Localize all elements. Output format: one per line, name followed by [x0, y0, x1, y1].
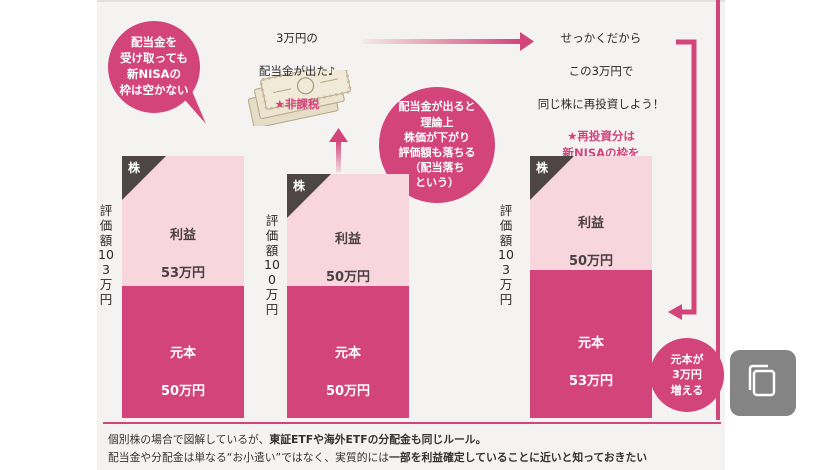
copy-icon — [748, 364, 776, 397]
stock-corner-2 — [287, 174, 331, 218]
footer-line-1-plain: 個別株の場合で図解しているが、 — [108, 433, 270, 446]
principal-text-1: 元本 50万円 — [122, 326, 244, 420]
reinvest-caption-line3: 同じ株に再投資しよう！ — [537, 96, 665, 111]
stock-corner-1 — [122, 156, 166, 200]
principal-text-2: 元本 50万円 — [287, 326, 409, 420]
stock-block-3: 株 利益 50万円 元本 53万円 — [530, 156, 652, 418]
principal-label-2: 元本 — [334, 345, 361, 361]
speech-bubble-shape — [108, 21, 206, 124]
stock-corner-label-3: 株 — [536, 161, 549, 175]
profit-text-2: 利益 50万円 — [287, 212, 409, 306]
valuation-label-1: 評価額103万円 — [98, 203, 114, 307]
stock-corner-label-2: 株 — [293, 179, 306, 193]
reinvest-caption-line1: せっかくだから — [560, 31, 642, 46]
principal-area-1 — [122, 286, 244, 418]
principal-value-3: 53万円 — [568, 373, 614, 389]
profit-label-2: 利益 — [334, 231, 361, 247]
stock-block-1: 株 利益 53万円 元本 50万円 — [122, 156, 244, 418]
footer-divider — [103, 422, 721, 424]
top-divider — [97, 0, 725, 2]
footer-line-2: 配当金や分配金は単なる“お小遣い”ではなく、実質的には一部を利益確定していること… — [108, 449, 647, 465]
speech-bubble-top-left: 配当金を 受け取っても 新NISAの 枠は空かない — [108, 21, 206, 124]
bubble-text-middle: 配当金が出ると 理論上 株価が下がり 評価額も落ちる （配当落ち という） — [398, 100, 476, 190]
profit-text-3: 利益 50万円 — [530, 196, 652, 290]
stock-corner-3 — [530, 156, 574, 200]
profit-label-3: 利益 — [577, 215, 604, 231]
profit-value-3: 50万円 — [568, 253, 614, 269]
dividend-caption: 3万円の 配当金が出た♪ ★非課税 — [232, 14, 362, 128]
copy-button[interactable] — [730, 350, 796, 416]
reinvest-caption-line2: この3万円で — [568, 63, 634, 78]
profit-value-1: 53万円 — [160, 265, 206, 281]
footer-line-1-bold: 東証ETFや海外ETFの分配金も同じルール。 — [269, 433, 487, 446]
principal-value-1: 50万円 — [160, 383, 206, 399]
bubble-text-top-left: 配当金を 受け取っても 新NISAの 枠は空かない — [119, 35, 189, 97]
footer-line-1: 個別株の場合で図解しているが、東証ETFや海外ETFの分配金も同じルール。 — [108, 431, 486, 447]
valuation-label-2: 評価額100万円 — [264, 213, 280, 317]
stock-corner-label-1: 株 — [128, 161, 141, 175]
valuation-label-3: 評価額103万円 — [498, 203, 514, 307]
principal-label-3: 元本 — [577, 335, 604, 351]
stock-block-2: 株 利益 50万円 元本 50万円 — [287, 174, 409, 418]
profit-value-2: 50万円 — [325, 269, 371, 285]
dividend-caption-line2: 配当金が出た♪ — [258, 63, 336, 78]
principal-text-3: 元本 53万円 — [530, 316, 652, 410]
principal-area-2 — [287, 286, 409, 418]
principal-area-3 — [530, 270, 652, 418]
tax-free-note: ★非課税 — [274, 96, 320, 111]
principal-value-2: 50万円 — [325, 383, 371, 399]
principal-increase-bubble: 元本が 3万円 増える — [650, 338, 724, 412]
banknotes-icon — [247, 70, 352, 126]
profit-text-1: 利益 53万円 — [122, 208, 244, 302]
footer-line-2-plain: 配当金や分配金は単なる“お小遣い”ではなく、実質的には — [108, 451, 390, 464]
principal-label-1: 元本 — [169, 345, 196, 361]
dividend-caption-line1: 3万円の — [276, 31, 318, 46]
profit-label-1: 利益 — [169, 227, 196, 243]
footer-line-2-bold: 一部を利益確定していることに近いと知っておきたい — [389, 451, 648, 464]
